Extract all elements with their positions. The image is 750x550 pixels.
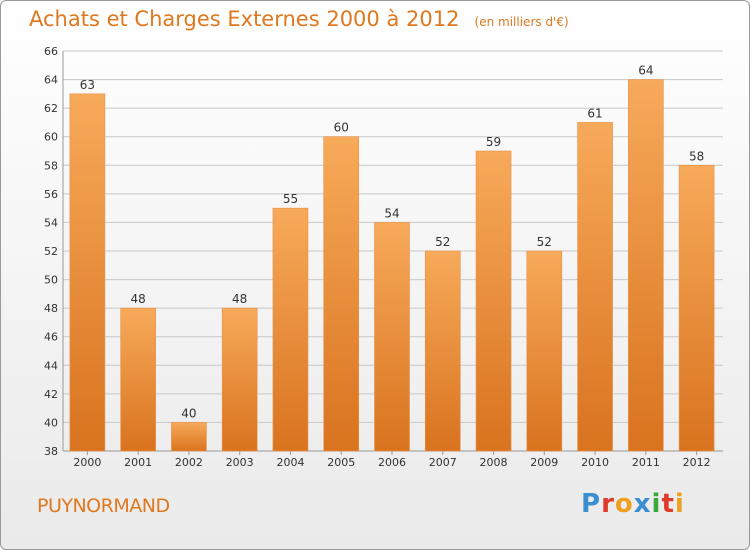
bar-2010	[577, 122, 613, 452]
x-tick-label: 2003	[226, 456, 254, 469]
x-tick-labels: 2000 2001 2002 2003 2004 2005 2006 2007 2008 2009…	[73, 451, 711, 469]
y-tick-label: 58	[44, 159, 58, 172]
bar-2002	[171, 422, 207, 452]
data-label: 59	[486, 135, 501, 149]
y-tick-label: 40	[44, 416, 58, 429]
data-label: 54	[384, 206, 399, 220]
bar-2004	[272, 207, 309, 452]
y-tick-label: 50	[44, 274, 58, 287]
y-tick-label: 66	[44, 45, 58, 58]
bar-2011	[628, 79, 664, 452]
data-label: 63	[80, 78, 95, 92]
bar-2003	[221, 307, 258, 452]
data-label: 48	[232, 292, 247, 306]
data-label: 40	[181, 406, 196, 420]
y-tick-labels: 38 40 42 44 46 48 50 52 54 56 58 60 62 64 66	[44, 45, 58, 458]
data-label: 55	[283, 192, 298, 206]
chart-title: Achats et Charges Externes 2000 à 2012	[29, 7, 460, 31]
data-label: 61	[587, 106, 602, 120]
data-label: 58	[689, 149, 704, 163]
logo-letter: i	[674, 489, 685, 519]
commune-name: PUYNORMAND	[37, 495, 170, 517]
logo-letter: o	[614, 489, 634, 519]
data-label: 52	[537, 235, 552, 249]
logo-letter: P	[581, 489, 602, 519]
x-tick-label: 2005	[327, 456, 355, 469]
y-tick-label: 60	[44, 131, 58, 144]
x-tick-label: 2011	[632, 456, 660, 469]
y-tick-label: 52	[44, 245, 58, 258]
x-tick-label: 2002	[175, 456, 203, 469]
proxiti-logo: Proxiti	[581, 489, 685, 519]
bar-2008	[475, 150, 512, 452]
bar-2006	[374, 222, 410, 452]
bar-2012	[678, 164, 715, 452]
y-tick-label: 38	[44, 445, 58, 458]
x-tick-label: 2001	[124, 456, 152, 469]
data-label: 48	[131, 292, 146, 306]
bar-2000	[69, 93, 106, 452]
y-tick-label: 44	[44, 359, 58, 372]
x-tick-label: 2008	[480, 456, 508, 469]
logo-letter: i	[651, 489, 662, 519]
x-tick-label: 2009	[530, 456, 558, 469]
y-tick-label: 64	[44, 74, 58, 87]
bar-2007	[424, 250, 461, 452]
logo-letter: r	[601, 489, 615, 519]
chart-header: Achats et Charges Externes 2000 à 2012 (…	[29, 7, 569, 31]
x-tick-label: 2004	[276, 456, 304, 469]
y-tick-label: 48	[44, 302, 58, 315]
y-tick-label: 46	[44, 331, 58, 344]
bar-2001	[120, 307, 156, 452]
data-label: 60	[334, 121, 349, 135]
x-tick-label: 2006	[378, 456, 406, 469]
data-label: 64	[638, 64, 653, 78]
logo-letter: t	[661, 489, 675, 519]
x-tick-label: 2010	[581, 456, 609, 469]
bar-2009	[526, 250, 563, 452]
y-tick-label: 56	[44, 188, 58, 201]
y-tick-label: 62	[44, 102, 58, 115]
data-label: 52	[435, 235, 450, 249]
data-labels: 63 48 40 48 55 60 54 52 59 52 61 64 58	[80, 64, 705, 421]
x-tick-label: 2000	[73, 456, 101, 469]
chart-unit: (en milliers d'€)	[474, 15, 569, 29]
x-tick-label: 2012	[683, 456, 711, 469]
logo-letter: x	[633, 489, 652, 519]
y-tick-label: 42	[44, 388, 58, 401]
bar-2005	[323, 136, 360, 452]
bars	[69, 79, 715, 452]
x-tick-label: 2007	[429, 456, 457, 469]
y-tick-label: 54	[44, 216, 58, 229]
